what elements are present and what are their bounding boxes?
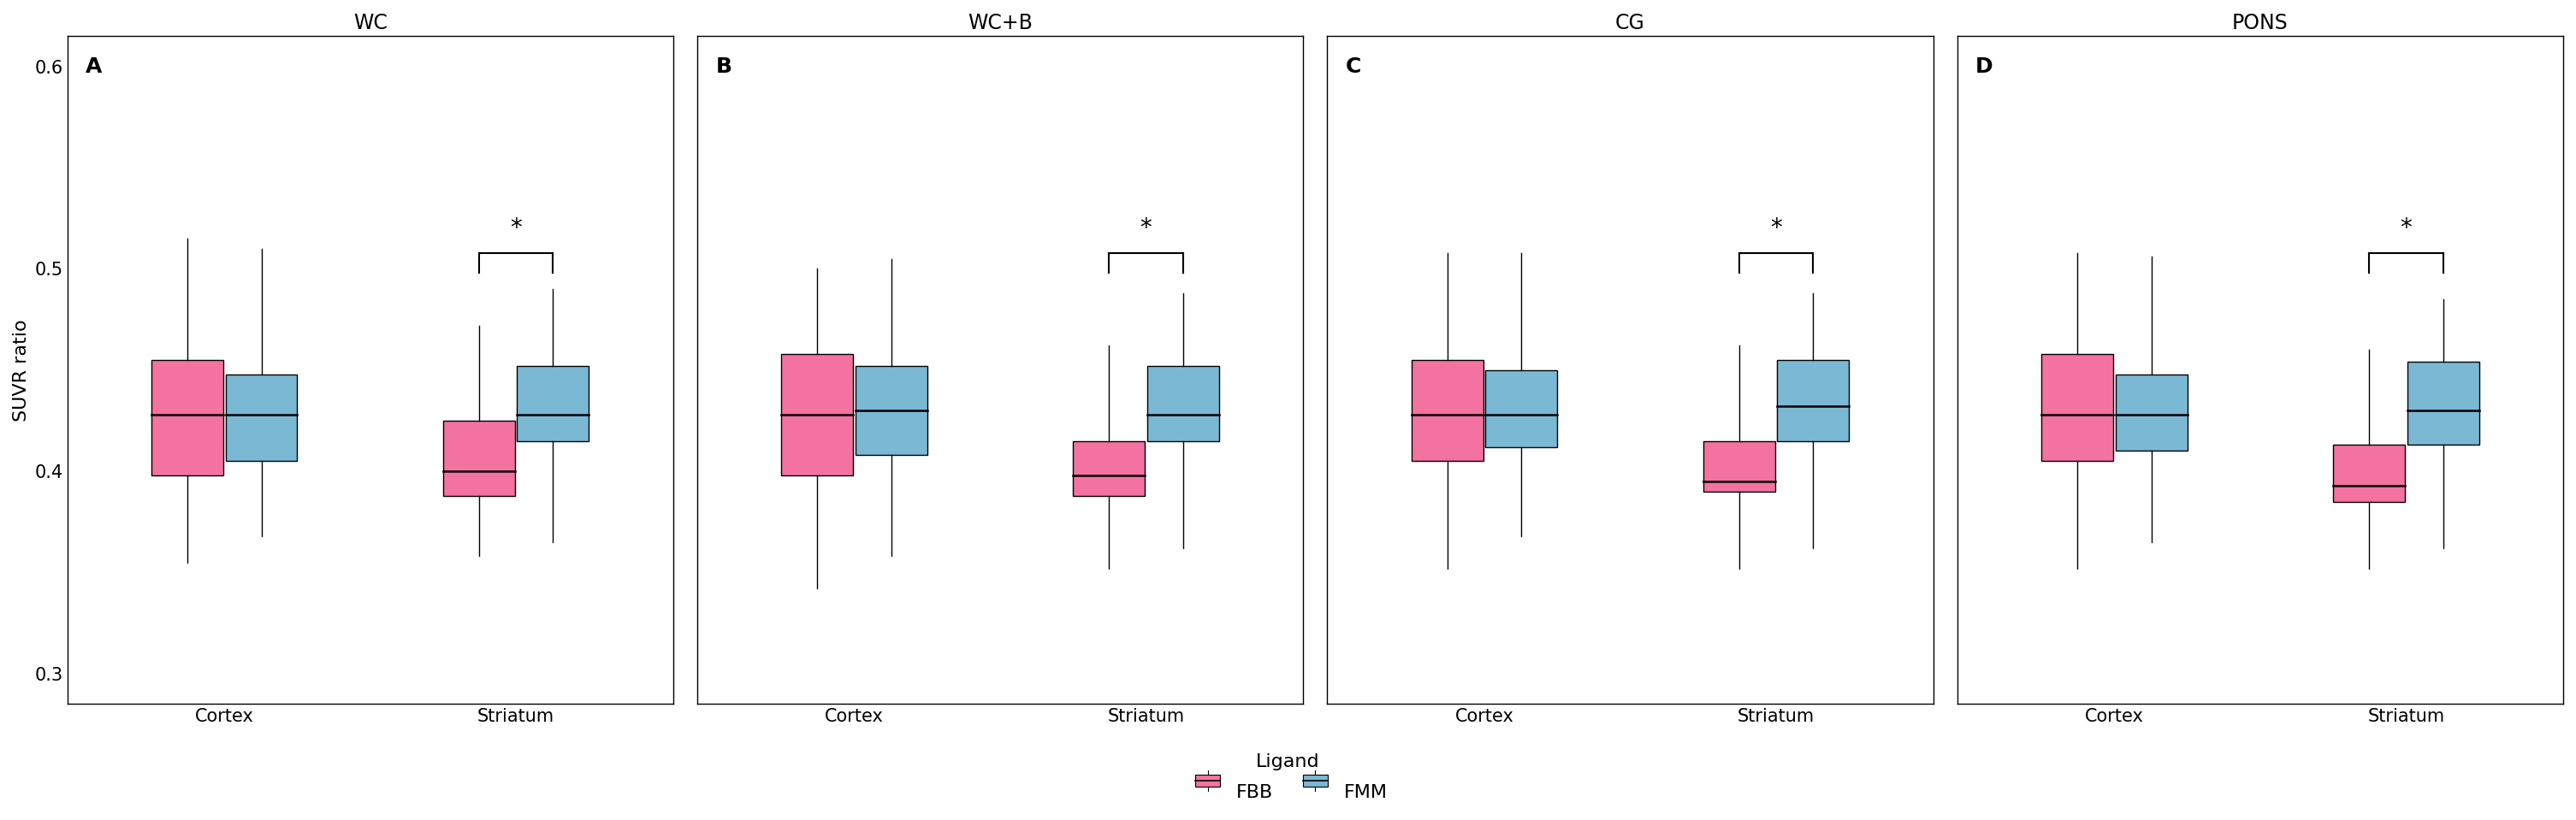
Text: *: * <box>2401 216 2411 240</box>
Bar <box>227 374 296 461</box>
Title: WC: WC <box>353 13 386 34</box>
Legend: FBB, FMM: FBB, FMM <box>1182 745 1394 810</box>
Bar <box>2043 354 2112 461</box>
Y-axis label: SUVR ratio: SUVR ratio <box>13 319 31 421</box>
Text: *: * <box>1141 216 1151 240</box>
Bar <box>152 360 224 476</box>
Text: C: C <box>1345 57 1360 77</box>
Text: A: A <box>85 57 103 77</box>
Text: D: D <box>1976 57 1994 77</box>
Bar <box>2334 445 2406 502</box>
Bar <box>855 366 927 455</box>
Bar <box>1703 441 1775 491</box>
Text: *: * <box>510 216 523 240</box>
Bar <box>518 366 590 441</box>
Bar <box>443 421 515 495</box>
Bar <box>1412 360 1484 461</box>
Bar <box>1074 441 1144 495</box>
Bar <box>1486 370 1558 447</box>
Title: PONS: PONS <box>2233 13 2287 34</box>
Bar <box>2115 374 2187 451</box>
Text: B: B <box>716 57 732 77</box>
Bar <box>1777 360 1850 441</box>
Bar <box>1146 366 1218 441</box>
Bar <box>2406 362 2478 445</box>
Title: CG: CG <box>1615 13 1646 34</box>
Bar <box>781 354 853 476</box>
Text: *: * <box>1770 216 1783 240</box>
Title: WC+B: WC+B <box>969 13 1033 34</box>
